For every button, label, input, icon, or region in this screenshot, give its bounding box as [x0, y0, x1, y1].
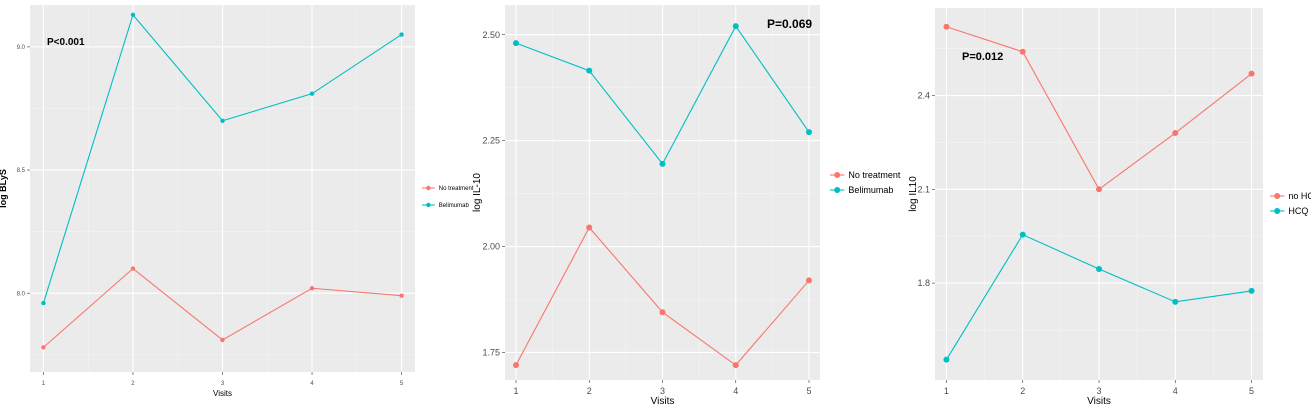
data-point-hcq [943, 356, 950, 363]
legend-key-point [1274, 193, 1281, 199]
data-point-belimumab [659, 160, 666, 167]
data-point-no-treatment [399, 293, 404, 298]
legend-key-point [834, 172, 841, 178]
x-tick-label: 5 [807, 386, 812, 396]
x-tick-label: 4 [733, 386, 738, 396]
x-tick-label: 4 [310, 381, 314, 387]
data-point-no-treatment [806, 277, 813, 284]
x-axis-title: Visits [651, 396, 675, 407]
x-tick-label: 2 [131, 381, 135, 387]
x-tick-label: 3 [1096, 386, 1101, 396]
data-point-no-treatment [732, 362, 739, 369]
x-tick-label: 5 [1249, 386, 1254, 396]
p-value-annotation: P=0.069 [767, 17, 812, 31]
data-point-no-treatment [130, 266, 136, 271]
legend-key-point [426, 202, 431, 208]
x-tick-label: 1 [513, 386, 518, 396]
legend-key-point [426, 185, 431, 191]
data-point-no-treatment [41, 345, 46, 350]
x-tick-label: 4 [1173, 386, 1178, 396]
legend-label: no HCQ [1288, 191, 1311, 201]
legend-label: Belimumab [848, 185, 893, 195]
y-tick-label: 1.8 [917, 278, 930, 288]
data-point-no-treatment [586, 224, 593, 231]
data-point-belimumab [806, 129, 813, 136]
y-tick-label: 2.25 [482, 136, 500, 146]
y-tick-label: 8.5 [17, 168, 26, 174]
y-axis-title: log BLyS [0, 169, 8, 208]
x-axis-title: Visits [1087, 396, 1111, 407]
data-point-no-treatment [512, 362, 519, 369]
p-value-annotation: P=0.012 [962, 51, 1003, 63]
y-tick-label: 2.50 [482, 30, 500, 40]
data-point-belimumab [130, 12, 136, 18]
data-point-belimumab [399, 32, 404, 37]
legend-key-point [834, 187, 841, 193]
chart-il10-hcq: 1.8 2.1 2.4 1 2 3 4 5 Visits log IL10 P=0.012 no HC… [908, 8, 1311, 407]
data-point-hcq [1172, 298, 1179, 305]
legend-label: Belimumab [439, 203, 470, 209]
legend-label: No treatment [439, 186, 474, 192]
x-axis-title: Visits [213, 389, 232, 398]
chart-il10-belimumab: 1.75 2.00 2.25 2.50 1 2 3 4 5 Visits log IL-10 P=0.… [472, 5, 901, 407]
y-tick-label: 2.1 [917, 184, 930, 194]
y-tick-label: 1.75 [482, 348, 500, 358]
legend-key-point [1274, 208, 1281, 214]
y-tick-label: 2.00 [482, 242, 500, 252]
x-tick-label: 3 [221, 381, 225, 387]
x-tick-label: 5 [400, 381, 404, 387]
p-value-annotation: P<0.001 [47, 37, 85, 48]
x-tick-label: 1 [42, 381, 46, 387]
data-point-hcq [1019, 231, 1026, 238]
y-axis-title: log IL10 [908, 176, 919, 212]
x-tick-label: 2 [1020, 386, 1025, 396]
data-point-no-hcq [1248, 70, 1255, 77]
data-point-no-hcq [943, 23, 950, 30]
data-point-belimumab [220, 118, 225, 123]
data-point-belimumab [41, 300, 46, 306]
chart-blys: 8.0 8.5 9.0 1 2 3 4 5 Visits log BLyS P<0.001 No tr… [0, 5, 474, 398]
data-point-hcq [1096, 266, 1102, 273]
data-point-no-treatment [309, 286, 315, 291]
x-tick-label: 1 [944, 386, 949, 396]
legend-label: HCQ [1288, 206, 1308, 216]
data-point-no-treatment [220, 337, 225, 343]
data-point-no-hcq [1019, 48, 1026, 55]
x-tick-label: 3 [660, 386, 665, 396]
y-tick-label: 2.4 [917, 91, 930, 101]
data-point-no-hcq [1096, 186, 1102, 193]
y-axis-title: log IL-10 [472, 173, 483, 212]
data-point-belimumab [512, 40, 519, 47]
y-tick-label: 9.0 [17, 45, 26, 51]
data-point-belimumab [309, 91, 315, 96]
legend-label: No treatment [848, 170, 901, 180]
x-tick-label: 2 [587, 386, 592, 396]
data-point-hcq [1248, 287, 1255, 294]
data-point-no-hcq [1172, 130, 1179, 137]
data-point-belimumab [732, 23, 739, 30]
data-point-belimumab [586, 67, 593, 74]
y-tick-label: 8.0 [17, 291, 26, 297]
data-point-no-treatment [659, 309, 666, 316]
